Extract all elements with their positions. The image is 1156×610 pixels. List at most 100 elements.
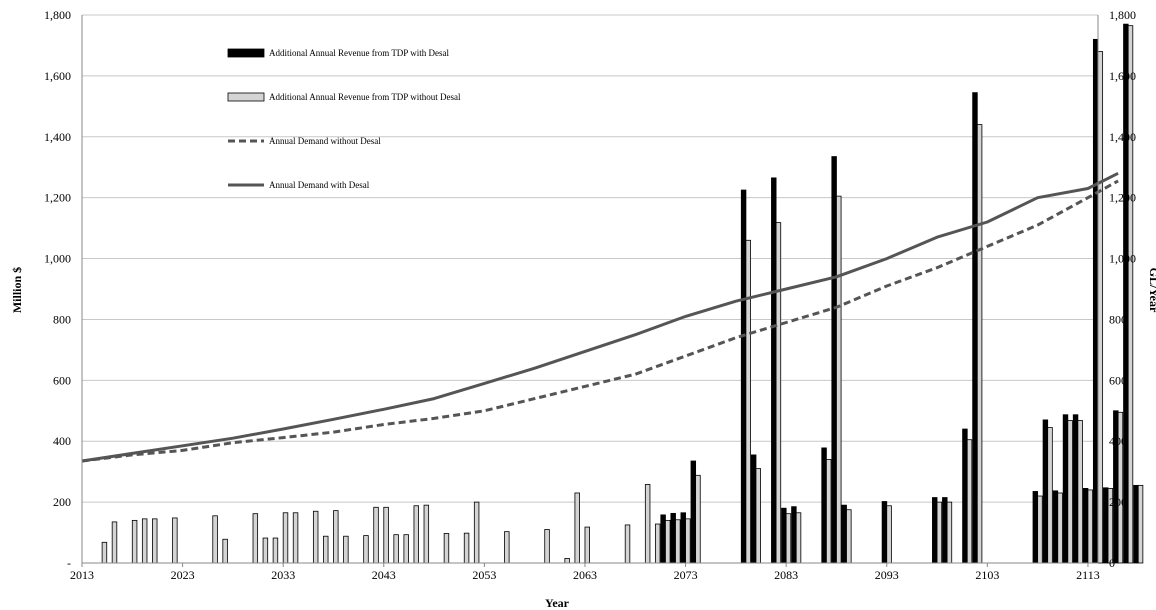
y2-tick-label: 200	[1109, 495, 1127, 509]
bar-without-desal	[383, 506, 389, 564]
bar-with-desal	[1092, 38, 1099, 564]
bar-without-desal	[1117, 411, 1124, 564]
bars	[101, 23, 1144, 564]
bar-with-desal	[771, 177, 777, 564]
bar-with-desal	[1032, 491, 1039, 564]
x-tick-label: 2103	[975, 568, 999, 582]
x-axis-title: Year	[545, 596, 570, 610]
bar-without-desal	[152, 518, 158, 564]
legend-label: Additional Annual Revenue from TDP with …	[269, 48, 449, 58]
x-tick-label: 2023	[171, 568, 195, 582]
bar-with-desal	[670, 512, 676, 564]
x-tick-label: 2063	[573, 568, 597, 582]
y-tick-label: -	[67, 556, 71, 570]
x-tick-label: 2013	[70, 568, 94, 582]
bar-with-desal	[750, 454, 757, 564]
bar-without-desal	[363, 535, 369, 564]
y2-tick-label: 1,800	[1109, 8, 1136, 22]
y2-tick-label: 400	[1109, 434, 1127, 448]
bar-without-desal	[423, 504, 430, 564]
bar-without-desal	[272, 537, 279, 564]
x-tick-label: 2113	[1076, 568, 1100, 582]
bar-without-desal	[1047, 427, 1053, 564]
x-tick-label: 2043	[372, 568, 396, 582]
gridlines	[82, 14, 1098, 503]
bar-without-desal	[1057, 492, 1063, 564]
bar-with-desal	[831, 156, 837, 564]
bar-with-desal	[841, 504, 847, 564]
bar-without-desal	[564, 558, 570, 564]
bar-without-desal	[473, 501, 480, 564]
legend-item-without-desal: Additional Annual Revenue from TDP witho…	[227, 92, 461, 102]
bar-with-desal	[972, 92, 978, 564]
bar-without-desal	[886, 505, 892, 564]
bar-without-desal	[745, 239, 751, 564]
bar-without-desal	[1097, 51, 1104, 564]
bar-without-desal	[544, 529, 550, 564]
bar-with-desal	[821, 447, 827, 564]
bar-without-desal	[1127, 25, 1134, 564]
y-axis-left-title: Million $	[10, 267, 24, 313]
y-tick-label: 1,400	[44, 130, 71, 144]
legend-label: Additional Annual Revenue from TDP witho…	[269, 92, 461, 102]
bar-without-desal	[463, 532, 470, 564]
bar-without-desal	[393, 534, 399, 564]
y-tick-label: 200	[53, 495, 71, 509]
legend-label: Annual Demand without Desal	[269, 136, 381, 146]
bar-with-desal	[781, 507, 787, 564]
bar-without-desal	[312, 510, 319, 564]
bar-with-desal	[791, 506, 797, 564]
bar-without-desal	[584, 526, 590, 564]
bar-with-desal	[740, 189, 747, 564]
bar-with-desal	[1072, 414, 1079, 564]
bar-with-desal	[942, 497, 948, 564]
bar-without-desal	[1137, 484, 1144, 564]
bar-without-desal	[654, 523, 661, 564]
bar-without-desal	[101, 541, 108, 564]
bar-without-desal	[131, 519, 138, 564]
bar-without-desal	[1077, 420, 1083, 564]
bar-without-desal	[966, 439, 973, 564]
x-tick-label: 2053	[472, 568, 496, 582]
bar-with-desal	[1052, 490, 1059, 564]
y-tick-label: 1,000	[44, 252, 71, 266]
y-tick-label: 1,200	[44, 191, 71, 205]
bar-without-desal	[795, 512, 802, 564]
bar-without-desal	[172, 517, 178, 564]
y2-tick-label: 1,000	[1109, 252, 1136, 266]
x-tick-label: 2073	[674, 568, 698, 582]
bar-with-desal	[1062, 414, 1069, 564]
y2-tick-label: 600	[1109, 373, 1127, 387]
bar-with-desal	[962, 428, 968, 564]
bar-with-desal	[881, 501, 888, 564]
y-tick-label: 600	[53, 373, 71, 387]
bar-without-desal	[333, 510, 339, 564]
x-tick-label: 2093	[875, 568, 899, 582]
bar-with-desal	[1042, 419, 1049, 564]
x-tick-label: 2033	[271, 568, 295, 582]
bar-without-desal	[292, 512, 299, 564]
legend-label: Annual Demand with Desal	[269, 180, 370, 190]
bar-without-desal	[252, 513, 259, 564]
bar-without-desal	[775, 222, 782, 564]
bar-without-desal	[1067, 420, 1073, 564]
bar-without-desal	[665, 519, 671, 564]
bar-without-desal	[936, 501, 943, 564]
bar-without-desal	[836, 195, 842, 564]
y-tick-label: 1,600	[44, 69, 71, 83]
bar-with-desal	[660, 514, 666, 564]
bar-without-desal	[675, 519, 681, 564]
y2-tick-label: 1,400	[1109, 130, 1136, 144]
demand-lines	[81, 171, 1119, 463]
y-tick-label: 400	[53, 434, 71, 448]
bar-without-desal	[1107, 488, 1114, 564]
bar-without-desal	[403, 534, 409, 564]
y2-tick-label: 1,200	[1109, 191, 1136, 205]
bar-without-desal	[685, 518, 691, 564]
bar-without-desal	[825, 459, 832, 564]
y2-tick-label: 1,600	[1109, 69, 1136, 83]
bar-without-desal	[976, 124, 983, 564]
legend-item-demand-without-desal: Annual Demand without Desal	[228, 136, 381, 146]
bar-without-desal	[644, 484, 651, 564]
